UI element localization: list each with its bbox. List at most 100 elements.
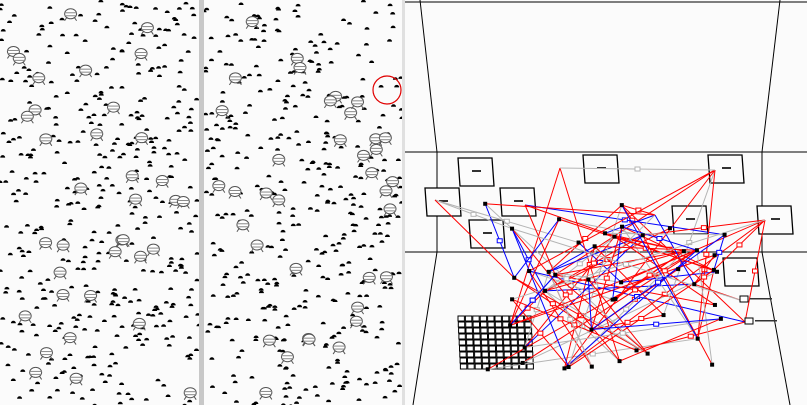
agent-dot xyxy=(297,304,303,308)
agent-dot xyxy=(171,105,177,109)
graph-node xyxy=(634,348,639,353)
agent-legs xyxy=(69,381,83,386)
graph-node xyxy=(512,275,517,280)
agent-body xyxy=(262,334,276,346)
agent-dot xyxy=(333,249,339,252)
grid-cell xyxy=(501,315,510,322)
legend-label xyxy=(755,320,777,322)
3d-graph-view[interactable] xyxy=(405,0,807,405)
agent-legs xyxy=(344,116,358,120)
agent-body xyxy=(344,107,358,119)
agent-icon xyxy=(183,387,197,400)
agent-body xyxy=(155,175,169,187)
agent-dot xyxy=(161,384,167,387)
graph-node xyxy=(620,224,625,229)
agent-dot xyxy=(156,46,162,49)
agent-dot xyxy=(367,257,373,260)
agent-dot xyxy=(327,162,333,166)
agent-dot xyxy=(303,388,309,391)
right-simulation-view[interactable] xyxy=(204,0,402,405)
agent-dot xyxy=(69,285,75,289)
agent-dot xyxy=(220,283,226,286)
agent-icon xyxy=(56,239,70,253)
edge-marker xyxy=(656,235,663,241)
view-divider[interactable] xyxy=(199,0,204,405)
graph-edge xyxy=(509,219,560,326)
agent-dot xyxy=(135,227,141,230)
agent-icon xyxy=(262,334,276,348)
agent-dot xyxy=(0,28,6,32)
agent-dot xyxy=(295,14,301,18)
grid-cell xyxy=(472,315,480,322)
agent-body xyxy=(183,387,197,399)
agent-dot xyxy=(235,151,241,154)
node-label xyxy=(514,200,523,202)
agent-dot xyxy=(369,60,375,64)
agent-icon xyxy=(132,317,146,331)
agent-body xyxy=(289,262,303,274)
agent-legs xyxy=(215,114,229,118)
agent-legs xyxy=(29,376,43,380)
agent-dot xyxy=(125,392,131,395)
left-simulation-view[interactable] xyxy=(0,0,199,405)
agent-dot xyxy=(174,111,180,115)
agent-legs xyxy=(289,272,303,276)
agent-dot xyxy=(283,366,289,369)
agent-icon xyxy=(280,351,294,365)
agent-dot xyxy=(278,133,284,136)
grid-cell xyxy=(494,315,502,322)
agent-dot xyxy=(119,123,125,126)
agent-dot xyxy=(82,328,88,331)
agent-dot xyxy=(209,112,215,115)
graph-node xyxy=(710,362,715,367)
agent-dot xyxy=(314,209,320,212)
agent-icon xyxy=(140,22,154,35)
agent-dot xyxy=(153,34,159,37)
agent-body xyxy=(245,16,259,28)
agent-dot xyxy=(279,238,285,241)
agent-dot xyxy=(282,99,288,102)
agent-body xyxy=(135,132,149,144)
agent-dot xyxy=(90,388,96,391)
agent-icon xyxy=(379,271,393,285)
agent-dot xyxy=(70,391,76,394)
grid-cell xyxy=(488,345,496,352)
agent-dot xyxy=(266,174,272,178)
agent-dot xyxy=(133,6,139,9)
agent-dot xyxy=(225,34,231,38)
agent-dot xyxy=(294,130,300,133)
agent-legs xyxy=(183,396,197,400)
agent-dot xyxy=(277,349,283,352)
agent-dot xyxy=(83,284,89,287)
agent-dot xyxy=(147,160,153,164)
agent-dot xyxy=(358,176,364,180)
graph-node xyxy=(576,240,581,245)
agent-dot xyxy=(290,84,296,88)
agent-dot xyxy=(278,180,284,183)
agent-dot xyxy=(169,305,175,308)
agent-dot xyxy=(300,93,306,97)
agent-dot xyxy=(170,335,176,338)
agent-dot xyxy=(132,287,138,291)
selection-circle xyxy=(372,75,402,105)
agent-dot xyxy=(34,306,40,309)
grid-cell xyxy=(480,321,488,328)
agent-body xyxy=(39,237,53,249)
agent-dot xyxy=(255,278,261,282)
agent-dot xyxy=(45,362,51,365)
agent-dot xyxy=(225,295,231,298)
node-label xyxy=(686,218,695,220)
agent-dot xyxy=(82,255,88,259)
edge-marker xyxy=(716,249,723,255)
agent-dot xyxy=(174,22,180,26)
agent-dot xyxy=(379,327,385,331)
agent-dot xyxy=(360,0,366,3)
agent-dot xyxy=(358,164,364,168)
agent-dot xyxy=(257,89,263,93)
agent-dot xyxy=(278,58,284,62)
agent-dot xyxy=(140,343,146,346)
agent-dot xyxy=(75,201,81,204)
agent-dot xyxy=(343,197,349,201)
agent-dot xyxy=(341,326,347,329)
agent-icon xyxy=(12,52,26,66)
